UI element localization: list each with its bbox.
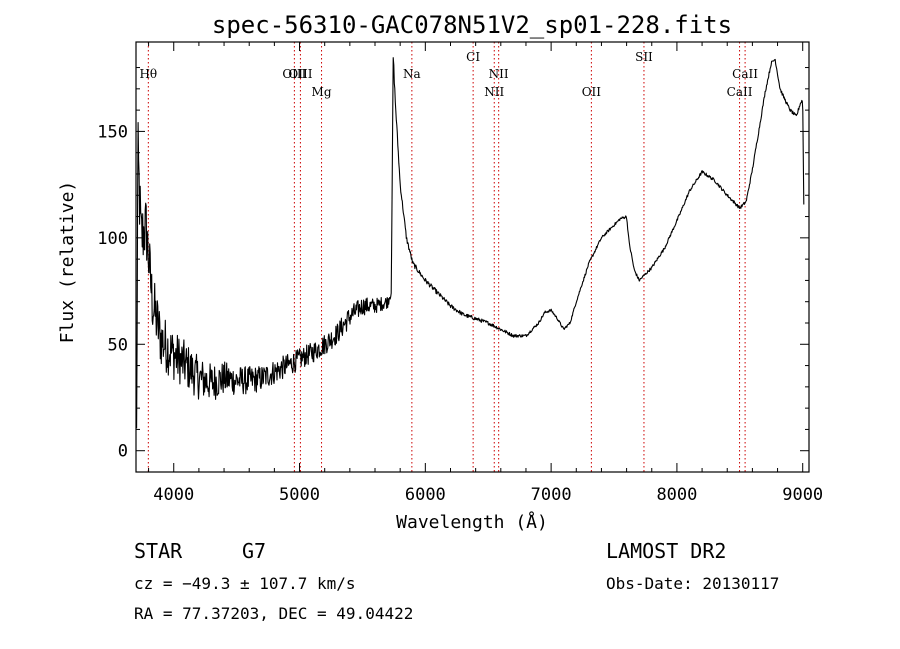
spectral-line-label: CaII	[732, 67, 758, 81]
x-axis: 4000 5000 6000 7000 8000 9000	[148, 42, 823, 505]
spectral-line-label: SII	[635, 50, 653, 64]
spectral-line-label: NII	[489, 67, 509, 81]
y-axis-label: Flux (relative)	[57, 181, 78, 344]
x-tick-label: 5000	[279, 485, 320, 505]
observation-date: Obs-Date: 20130117	[606, 574, 779, 593]
x-tick-label: 9000	[782, 485, 823, 505]
redshift-value: cz = −49.3 ± 107.7 km/s	[134, 574, 356, 593]
spectral-line-label: Na	[403, 67, 421, 81]
spectral-line-label: Mg	[312, 85, 332, 99]
y-tick-label: 0	[118, 442, 128, 462]
spectral-line-label: Hθ	[139, 67, 157, 81]
x-tick-label: 8000	[656, 485, 697, 505]
object-subclass: G7	[242, 539, 266, 563]
spectral-line-label: OIII	[288, 67, 312, 81]
spectral-line-label: NII	[484, 85, 504, 99]
spectrum-trace	[136, 57, 805, 429]
spectral-line-label: OII	[582, 85, 602, 99]
x-tick-label: 6000	[405, 485, 446, 505]
spectral-line-label: OIII	[282, 67, 306, 81]
object-type: STAR	[134, 539, 183, 563]
survey-name: LAMOST DR2	[606, 539, 726, 563]
x-tick-label: 4000	[153, 485, 194, 505]
plot-frame	[135, 41, 810, 473]
y-tick-label: 100	[97, 229, 128, 249]
chart-title: spec-56310-GAC078N51V2_sp01-228.fits	[212, 11, 732, 39]
spectral-line-label: CaII	[727, 85, 753, 99]
y-tick-label: 150	[97, 122, 128, 142]
y-tick-label: 50	[108, 335, 128, 355]
spectral-line-label: CI	[466, 50, 480, 64]
y-axis: 0 50 100 150	[97, 67, 809, 462]
coordinates: RA = 77.37203, DEC = 49.04422	[134, 604, 413, 623]
x-tick-label: 7000	[531, 485, 572, 505]
spectral-line-markers	[147, 42, 746, 472]
x-axis-label: Wavelength (Å)	[396, 511, 548, 533]
